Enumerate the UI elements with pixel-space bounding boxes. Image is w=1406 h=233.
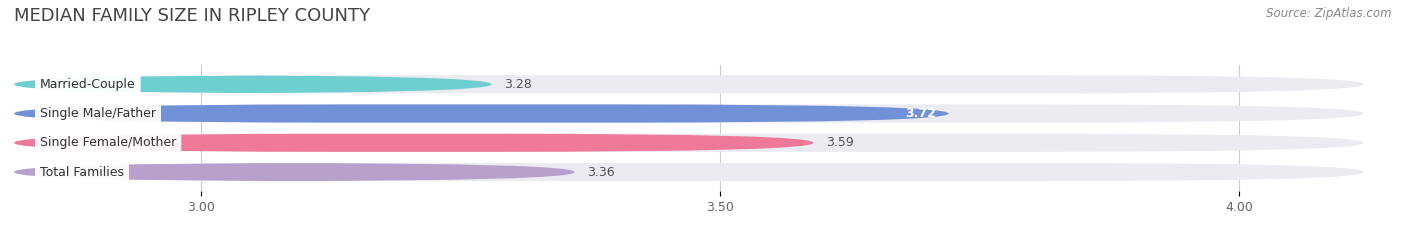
Text: Married-Couple: Married-Couple: [39, 78, 135, 91]
FancyBboxPatch shape: [14, 75, 492, 93]
FancyBboxPatch shape: [14, 75, 1364, 93]
Text: 3.72: 3.72: [905, 107, 936, 120]
Text: Single Female/Mother: Single Female/Mother: [39, 136, 176, 149]
FancyBboxPatch shape: [14, 134, 814, 152]
Text: 3.59: 3.59: [825, 136, 853, 149]
FancyBboxPatch shape: [14, 104, 949, 123]
Text: 3.28: 3.28: [505, 78, 531, 91]
FancyBboxPatch shape: [14, 104, 1364, 123]
FancyBboxPatch shape: [14, 163, 1364, 181]
Text: Total Families: Total Families: [39, 165, 124, 178]
FancyBboxPatch shape: [14, 134, 1364, 152]
FancyBboxPatch shape: [14, 163, 575, 181]
Text: 3.36: 3.36: [588, 165, 614, 178]
Text: Single Male/Father: Single Male/Father: [39, 107, 156, 120]
Text: MEDIAN FAMILY SIZE IN RIPLEY COUNTY: MEDIAN FAMILY SIZE IN RIPLEY COUNTY: [14, 7, 370, 25]
Text: Source: ZipAtlas.com: Source: ZipAtlas.com: [1267, 7, 1392, 20]
